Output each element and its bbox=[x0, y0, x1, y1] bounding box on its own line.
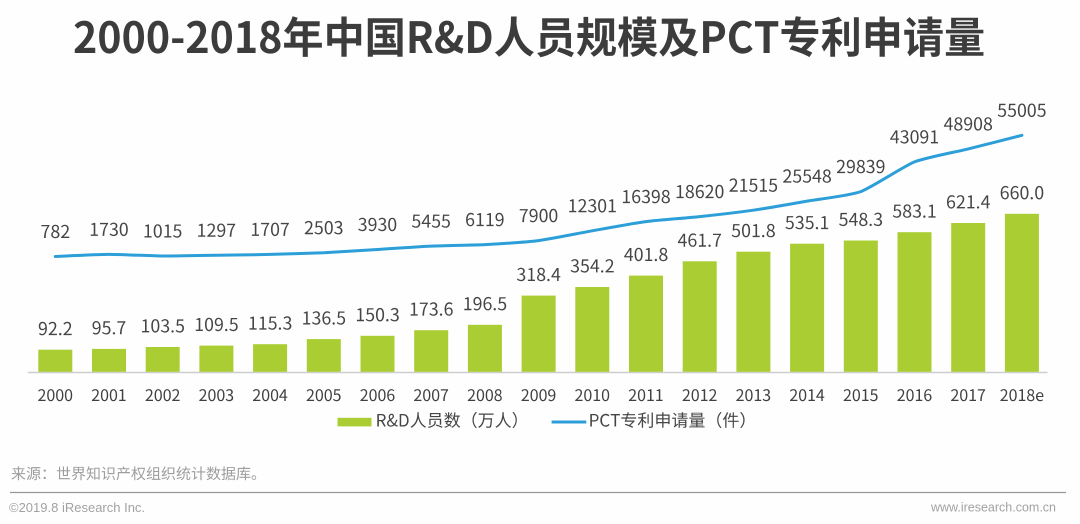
svg-text:©2019.8 iResearch Inc.: ©2019.8 iResearch Inc. bbox=[9, 500, 145, 515]
svg-text:www.iresearch.com.cn: www.iresearch.com.cn bbox=[930, 501, 1056, 515]
